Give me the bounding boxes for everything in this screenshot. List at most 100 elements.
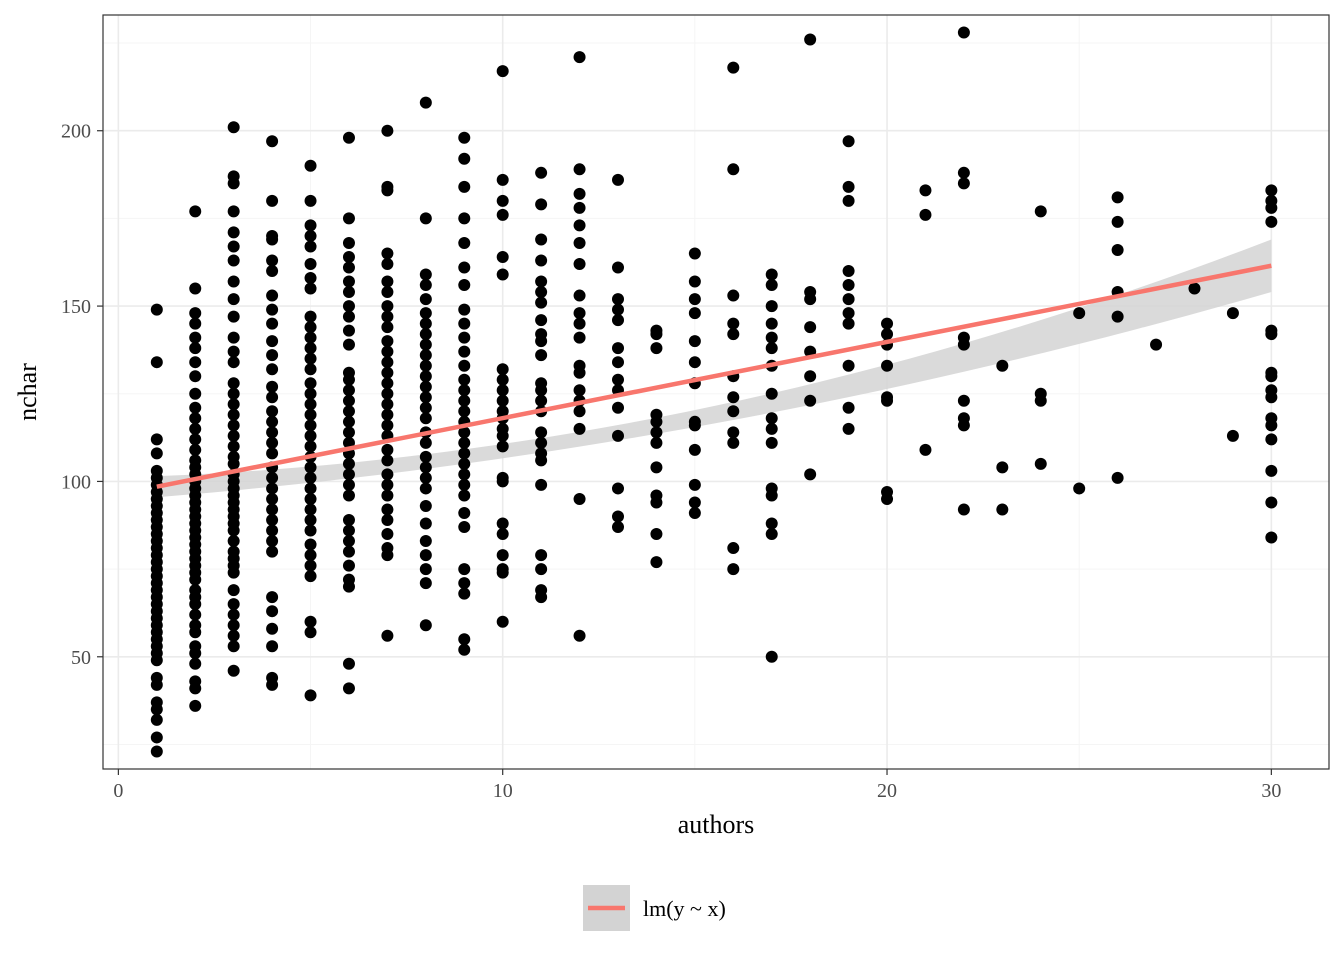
data-point [1265, 215, 1278, 228]
data-point [1034, 205, 1047, 218]
data-point [342, 468, 355, 481]
data-point [266, 391, 279, 404]
data-point [612, 173, 624, 186]
data-point [535, 394, 548, 407]
x-tick-label: 20 [877, 780, 897, 802]
data-point [227, 345, 240, 358]
data-point [266, 194, 279, 207]
data-point [650, 436, 663, 449]
x-axis-title: authors [678, 810, 755, 839]
data-point [342, 478, 355, 491]
data-point [227, 640, 240, 653]
data-point [842, 307, 855, 320]
data-point [458, 303, 471, 316]
data-point [266, 317, 279, 330]
data-point [1265, 412, 1278, 425]
data-point [189, 657, 202, 670]
data-point [842, 317, 855, 330]
data-point [688, 415, 701, 428]
data-point [496, 373, 509, 386]
data-point [150, 447, 163, 460]
data-point [304, 482, 317, 495]
data-point [150, 696, 163, 709]
data-point [304, 258, 317, 270]
data-point [419, 359, 432, 372]
fit-line-layer [156, 263, 1272, 489]
data-point [688, 443, 701, 456]
data-point [957, 394, 970, 407]
data-point [381, 542, 394, 555]
data-point [342, 310, 355, 323]
data-point [573, 307, 586, 320]
data-point [342, 514, 355, 526]
data-point [304, 689, 317, 702]
data-point [612, 314, 624, 327]
data-point [1073, 307, 1086, 320]
data-point [535, 286, 548, 299]
data-point [342, 559, 355, 572]
data-point [612, 303, 624, 316]
data-point [458, 261, 471, 274]
data-point [496, 528, 509, 541]
data-point [727, 391, 740, 404]
data-point [535, 563, 548, 576]
data-point [189, 370, 202, 383]
axes: 0 10 20 30 50 100 150 200 [61, 121, 1281, 802]
data-point [919, 208, 932, 221]
data-point [227, 387, 240, 400]
data-point [419, 436, 432, 449]
data-point [535, 166, 548, 179]
data-point [496, 65, 509, 78]
data-point [189, 412, 202, 425]
data-point [227, 254, 240, 267]
data-point [688, 275, 701, 288]
data-point [573, 629, 586, 642]
data-point [919, 443, 932, 456]
data-point [419, 380, 432, 393]
data-point [304, 159, 317, 172]
data-point [189, 342, 202, 355]
data-point [381, 489, 394, 502]
data-point [304, 194, 317, 207]
data-point [342, 657, 355, 670]
data-point [304, 419, 317, 432]
data-point [342, 415, 355, 428]
data-point [304, 331, 317, 344]
data-point [227, 356, 240, 369]
data-point [688, 356, 701, 369]
data-point [381, 124, 394, 137]
data-point [765, 331, 778, 344]
data-point [727, 317, 740, 330]
data-point [304, 352, 317, 365]
data-point [1265, 194, 1278, 207]
data-point [842, 265, 855, 278]
data-point [458, 521, 471, 534]
data-point [612, 510, 624, 523]
data-point [381, 247, 394, 260]
data-point [496, 517, 509, 530]
data-point [842, 359, 855, 372]
data-point [342, 275, 355, 288]
data-point [573, 317, 586, 330]
data-point [496, 173, 509, 186]
data-point [266, 135, 279, 148]
data-point [650, 342, 663, 355]
data-point [573, 405, 586, 418]
data-point [381, 366, 394, 379]
data-point [842, 293, 855, 306]
data-point [765, 387, 778, 400]
data-point [573, 359, 586, 372]
x-tick-label: 0 [113, 780, 123, 802]
data-point [458, 506, 471, 519]
data-point [458, 633, 471, 646]
data-point [804, 468, 817, 481]
data-point [304, 524, 317, 537]
panel-border [102, 14, 1330, 770]
data-point [227, 408, 240, 421]
data-point [381, 258, 394, 270]
data-point [304, 272, 317, 285]
data-point [304, 229, 317, 242]
data-point [266, 335, 279, 348]
data-point [612, 293, 624, 306]
data-point [304, 321, 317, 334]
